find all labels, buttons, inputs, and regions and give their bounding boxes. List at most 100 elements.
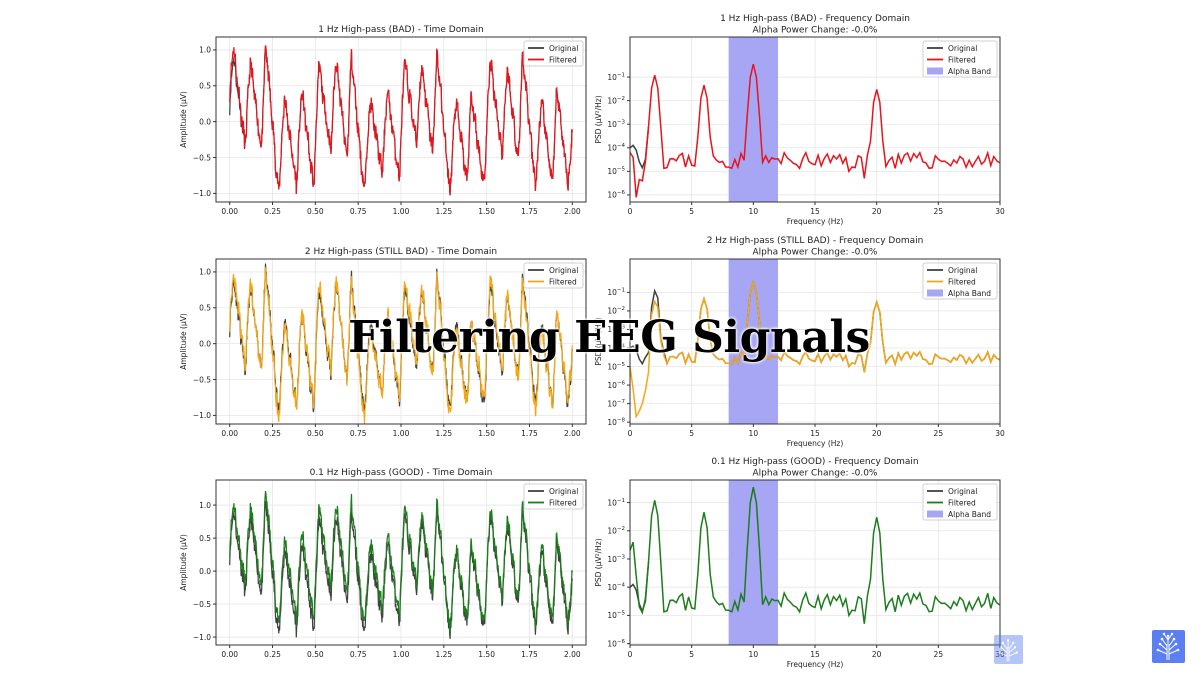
legend: Original Filtered Alpha Band [922, 262, 998, 300]
tree-logo-icon [1152, 630, 1185, 663]
x-tick-label: 0.75 [350, 207, 367, 216]
x-tick-label: 20 [872, 429, 882, 438]
y-tick-label: 10−2 [607, 306, 625, 316]
y-tick-label: −0.5 [193, 153, 211, 162]
x-tick-label: 5 [689, 429, 694, 438]
legend: Original Filtered [523, 262, 584, 289]
x-tick-label: 1.50 [478, 650, 495, 659]
x-tick-label: 0.75 [350, 429, 367, 438]
time-domain-plot-0-1hz: 0.00 0.25 0.50 0.75 1.00 1.25 1.50 1.75 2.00 −1.0… [179, 468, 587, 659]
x-tick-label: 1.00 [393, 207, 410, 216]
x-tick-label: 1.00 [393, 650, 410, 659]
x-tick-label: 20 [872, 650, 882, 659]
axes-frame [629, 258, 1001, 425]
x-tick-label: 1.75 [521, 429, 538, 438]
y-tick-label: 10−4 [607, 143, 625, 153]
y-tick-label: 1.0 [199, 268, 211, 277]
legend-original: Original [549, 44, 578, 53]
x-tick-label: 1.75 [521, 207, 538, 216]
x-tick-label: 2.00 [564, 429, 581, 438]
x-tick-label: 1.00 [393, 429, 410, 438]
x-tick-label: 20 [872, 207, 882, 216]
x-tick-label: 1.25 [435, 650, 452, 659]
axes-frame [215, 258, 587, 425]
y-tick-label: 10−2 [607, 526, 625, 536]
y-tick-label: 10−6 [607, 380, 625, 390]
axes-frame [215, 479, 587, 646]
x-tick-label: 30 [995, 650, 1005, 659]
frequency-domain-plot-2hz: 0 5 10 15 20 25 30 10−8 10−7 10−6 10−5 10−4 10−3 10−2… [594, 236, 1005, 448]
y-tick-label: −0.5 [193, 600, 211, 609]
x-tick-label: 1.50 [478, 429, 495, 438]
y-tick-label: 0.0 [199, 339, 211, 348]
x-tick-label: 1.75 [521, 650, 538, 659]
y-tick-label: 0.5 [199, 304, 211, 313]
x-tick-label: 1.50 [478, 207, 495, 216]
x-tick-label: 10 [749, 207, 759, 216]
y-tick-label: 10−5 [607, 167, 625, 177]
x-tick-label: 30 [995, 207, 1005, 216]
y-tick-label: 10−5 [607, 611, 625, 621]
frequency-domain-plot-1hz: 0 5 10 15 20 25 30 10−6 10−5 10−4 10−3 10−2 10−1 Freq… [594, 14, 1005, 226]
y-tick-label: 10−3 [607, 120, 625, 130]
x-axis-label: Frequency (Hz) [787, 660, 844, 669]
y-tick-label: 10−1 [607, 288, 625, 298]
time-domain-plot-1hz: 0.00 0.25 0.50 0.75 1.00 1.25 1.50 1.75 2.00 −1.0… [179, 25, 587, 216]
y-tick-label: 0.0 [199, 567, 211, 576]
legend: Original Filtered Alpha Band [922, 40, 998, 78]
x-tick-label: 0.75 [350, 650, 367, 659]
x-tick-label: 15 [810, 650, 820, 659]
filtered-signal-line [229, 267, 573, 424]
y-tick-label: 10−8 [607, 417, 625, 427]
x-tick-label: 5 [689, 650, 694, 659]
y-tick-label: 10−4 [607, 582, 625, 592]
legend-original: Original [549, 487, 578, 496]
legend-filtered: Filtered [948, 56, 976, 65]
y-tick-label: 10−6 [607, 639, 625, 649]
y-tick-label: 0.5 [199, 82, 211, 91]
chart-subtitle: Alpha Power Change: -0.0% [753, 26, 878, 36]
x-axis-label: Frequency (Hz) [787, 217, 844, 226]
x-tick-label: 0 [628, 429, 633, 438]
y-tick-label: 1.0 [199, 501, 211, 510]
y-tick-label: 10−4 [607, 343, 625, 353]
x-axis-label: Frequency (Hz) [787, 439, 844, 448]
frequency-domain-plot-0-1hz: 0 5 10 15 20 25 30 10−6 10−5 10−4 10−3 10−2 10−1 Freq… [594, 457, 1005, 669]
x-tick-label: 2.00 [564, 650, 581, 659]
legend: Original Filtered Alpha Band [922, 483, 998, 521]
x-tick-label: 0.25 [264, 207, 281, 216]
filtered-psd-line [629, 279, 1001, 420]
x-tick-label: 0.25 [264, 429, 281, 438]
time-domain-plot-2hz: 0.00 0.25 0.50 0.75 1.00 1.25 1.50 1.75 2.00 −1.0… [179, 247, 587, 438]
legend-filtered: Filtered [549, 56, 577, 65]
chart-subtitle: Alpha Power Change: -0.0% [753, 248, 878, 258]
legend-original: Original [549, 266, 578, 275]
legend-original: Original [948, 487, 977, 496]
alpha-band-region [728, 480, 778, 645]
y-axis-label: Amplitude (µV) [179, 534, 188, 591]
chart-title: 0.1 Hz High-pass (GOOD) - Frequency Doma… [711, 457, 918, 467]
x-tick-label: 10 [749, 429, 759, 438]
legend-original: Original [948, 44, 977, 53]
x-tick-label: 25 [934, 650, 944, 659]
filtered-psd-line [629, 64, 1001, 198]
x-tick-label: 0.50 [307, 207, 324, 216]
x-tick-label: 10 [749, 650, 759, 659]
y-tick-label: 1.0 [199, 46, 211, 55]
y-tick-label: −0.5 [193, 375, 211, 384]
y-tick-label: 10−5 [607, 362, 625, 372]
alpha-band-region [728, 37, 778, 202]
x-tick-label: 2.00 [564, 207, 581, 216]
y-tick-label: 10−1 [607, 498, 625, 508]
legend-filtered: Filtered [948, 499, 976, 508]
y-tick-label: 10−1 [607, 72, 625, 82]
x-tick-label: 15 [810, 207, 820, 216]
filtered-signal-line [229, 45, 573, 196]
x-tick-label: 5 [689, 207, 694, 216]
x-tick-label: 0.00 [221, 650, 238, 659]
y-axis-label: PSD (µV²/Hz) [594, 538, 603, 586]
x-tick-label: 25 [934, 207, 944, 216]
x-tick-label: 30 [995, 429, 1005, 438]
x-tick-label: 15 [810, 429, 820, 438]
